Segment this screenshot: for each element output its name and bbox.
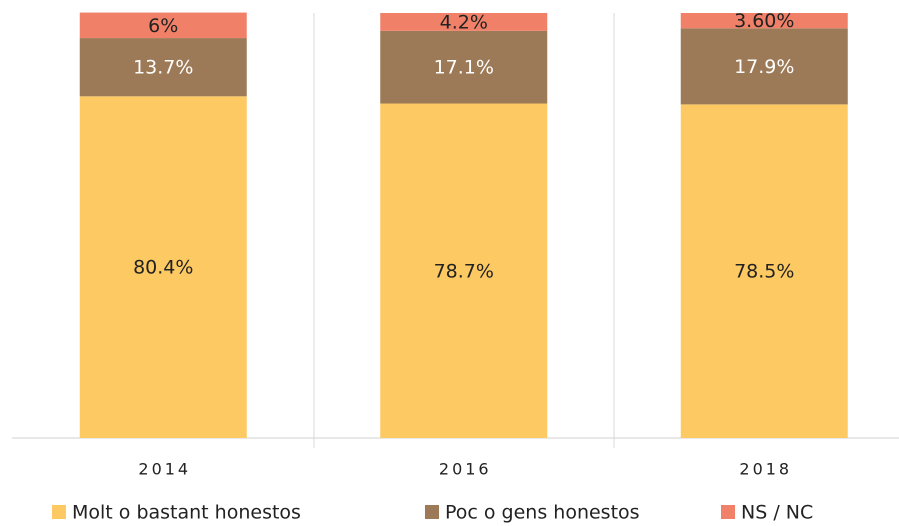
bar-segment: [79, 12, 247, 39]
bar-segment: [380, 103, 548, 439]
bar-segment: [79, 96, 247, 439]
data-label: 13.7%: [133, 57, 193, 79]
data-label: 17.1%: [434, 57, 494, 79]
x-tick-label: 2016: [439, 460, 492, 479]
legend-swatch: [52, 505, 66, 519]
bar-segment: [79, 38, 247, 97]
bar-segment: [680, 13, 848, 29]
data-label: 4.2%: [440, 11, 488, 33]
data-label: 78.7%: [434, 260, 494, 282]
data-label: 17.9%: [734, 56, 794, 78]
x-tick-label: 2018: [739, 460, 792, 479]
bar-segment: [380, 13, 548, 31]
bar-segment: [680, 28, 848, 105]
legend-label: Poc o gens honestos: [445, 502, 640, 524]
data-label: 6%: [148, 15, 178, 37]
bar-segment: [680, 104, 848, 438]
legend-label: NS / NC: [741, 502, 813, 524]
data-label: 3.60%: [734, 10, 794, 32]
data-label: 78.5%: [734, 261, 794, 283]
x-tick-label: 2014: [138, 460, 191, 479]
bar-segment: [380, 30, 548, 104]
legend-swatch: [721, 505, 735, 519]
legend-label: Molt o bastant honestos: [72, 502, 301, 524]
legend-swatch: [425, 505, 439, 519]
data-label: 80.4%: [133, 257, 193, 279]
